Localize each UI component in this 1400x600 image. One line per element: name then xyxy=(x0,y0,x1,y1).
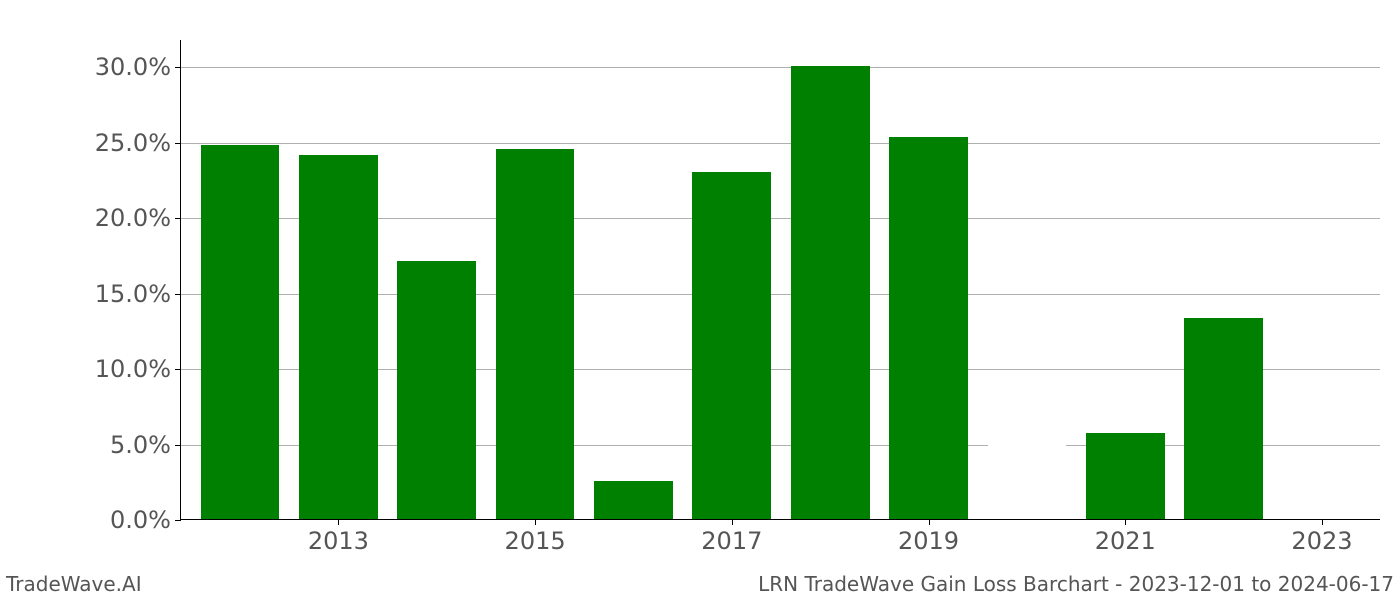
y-tick-label: 5.0% xyxy=(110,431,181,459)
bar xyxy=(692,172,771,519)
x-tick-label: 2017 xyxy=(701,519,762,555)
footer-left-text: TradeWave.AI xyxy=(6,572,142,596)
y-tick-label: 0.0% xyxy=(110,506,181,534)
bar xyxy=(299,155,378,519)
y-tick-label: 10.0% xyxy=(95,355,181,383)
bar xyxy=(1184,318,1263,519)
y-tick-label: 15.0% xyxy=(95,280,181,308)
x-tick-label: 2013 xyxy=(308,519,369,555)
bar xyxy=(397,261,476,519)
x-tick-label: 2019 xyxy=(898,519,959,555)
y-tick-label: 30.0% xyxy=(95,53,181,81)
bar xyxy=(791,66,870,519)
bar xyxy=(201,145,280,519)
x-tick-label: 2023 xyxy=(1291,519,1352,555)
x-tick-label: 2021 xyxy=(1095,519,1156,555)
x-tick-label: 2015 xyxy=(505,519,566,555)
footer-right-text: LRN TradeWave Gain Loss Barchart - 2023-… xyxy=(758,572,1394,596)
y-tick-label: 20.0% xyxy=(95,204,181,232)
plot-area: 0.0%5.0%10.0%15.0%20.0%25.0%30.0%2013201… xyxy=(180,40,1380,520)
bar xyxy=(594,481,673,519)
y-gridline xyxy=(181,67,1380,68)
y-tick-label: 25.0% xyxy=(95,129,181,157)
bar xyxy=(496,149,575,519)
bar xyxy=(889,137,968,519)
y-gridline xyxy=(181,143,1380,144)
bar xyxy=(988,433,1067,519)
chart-container: 0.0% 5.0% 10.0% 15.0% 20.0% 25.0% 30.0% 2013 201… xyxy=(0,0,1400,600)
bar xyxy=(1086,433,1165,519)
